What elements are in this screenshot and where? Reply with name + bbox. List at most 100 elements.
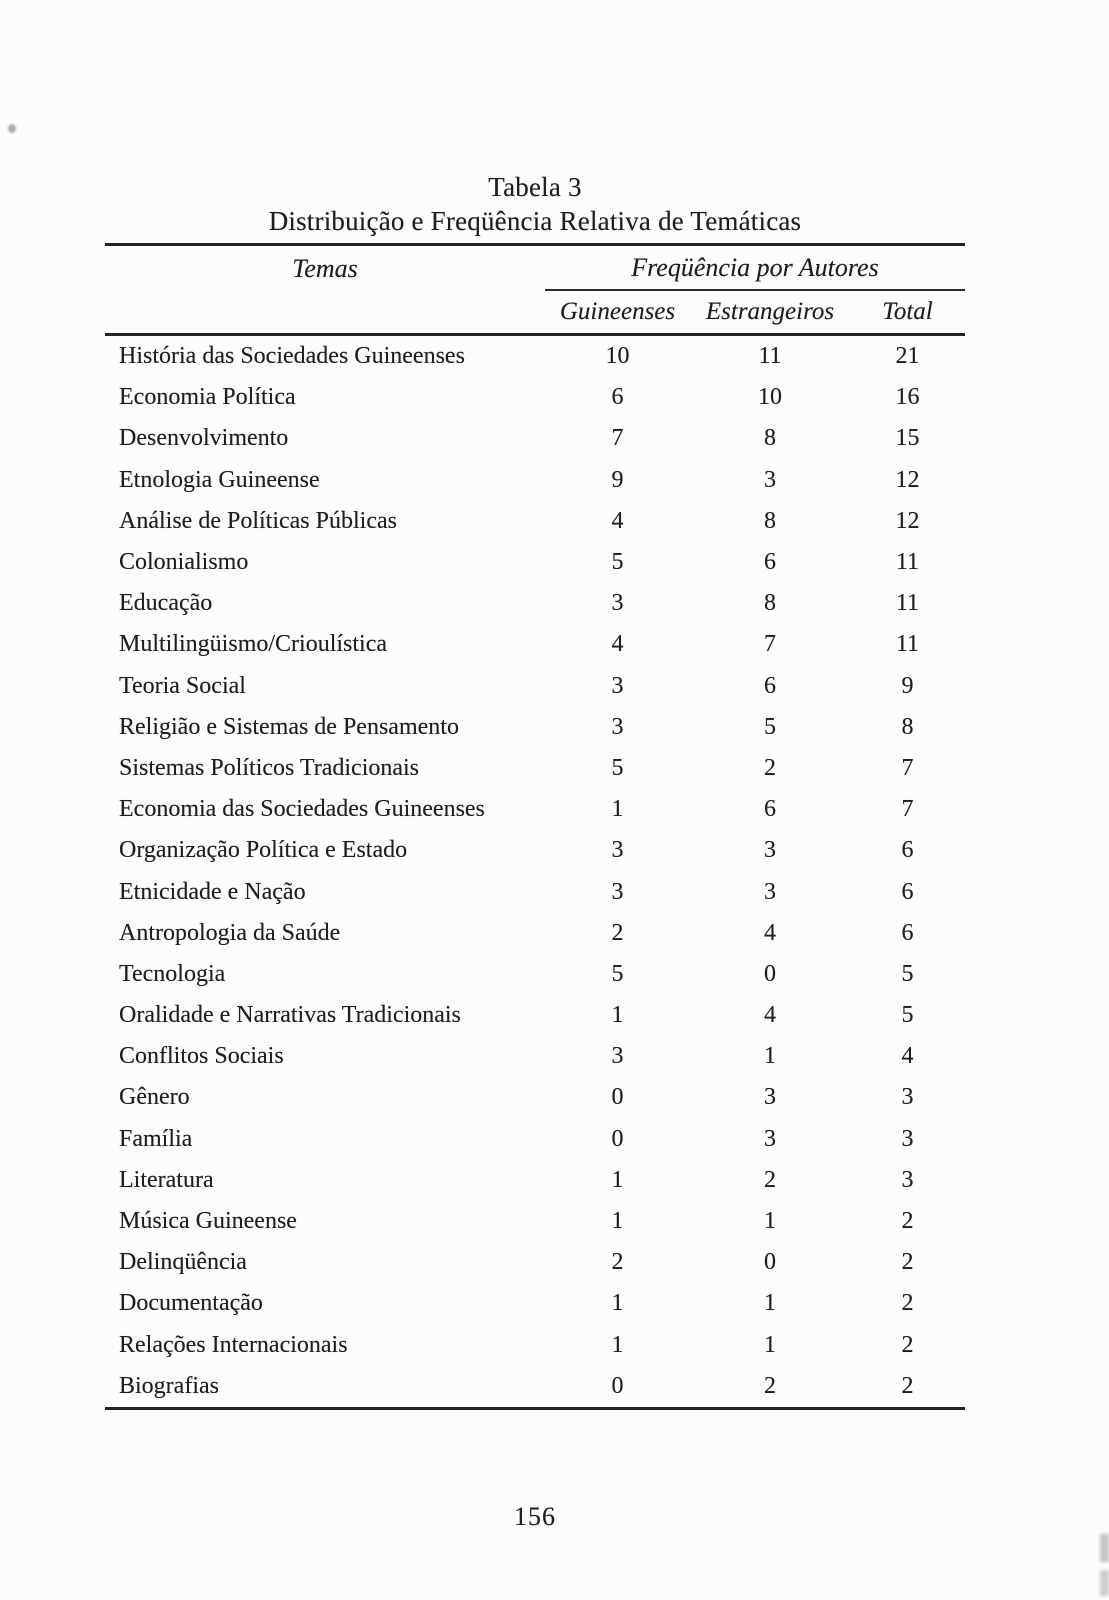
cell-estrangeiros: 0 <box>764 1249 776 1276</box>
cell-estrangeiros: 8 <box>764 590 776 617</box>
row-tema: Relações Internacionais <box>119 1331 348 1358</box>
cell-total: 16 <box>895 384 920 411</box>
table-row: Etnicidade e Nação 3 3 6 <box>105 871 965 912</box>
header-temas: Temas <box>292 253 358 283</box>
row-tema: Etnologia Guineense <box>119 466 320 493</box>
table-title-line1: Tabela 3 <box>488 172 582 202</box>
scan-speck <box>8 124 16 133</box>
cell-estrangeiros: 6 <box>764 549 776 576</box>
cell-total: 9 <box>901 672 914 699</box>
row-tema: Multilingüismo/Crioulística <box>119 631 388 658</box>
cell-estrangeiros: 8 <box>764 507 776 534</box>
cell-guineenses: 1 <box>611 796 624 823</box>
row-tema: Economia Política <box>119 384 296 411</box>
cell-guineenses: 1 <box>611 1290 624 1317</box>
cell-estrangeiros: 1 <box>764 1043 776 1070</box>
cell-total: 7 <box>901 754 914 781</box>
cell-total: 2 <box>901 1331 914 1358</box>
row-tema: Educação <box>119 590 213 617</box>
cell-guineenses: 9 <box>611 466 624 493</box>
data-table: Temas Freqüência por Autores Guineenses … <box>105 243 965 1410</box>
row-tema: Delinqüência <box>119 1249 247 1276</box>
cell-guineenses: 4 <box>611 631 624 658</box>
cell-total: 7 <box>901 796 914 823</box>
row-tema: Antropologia da Saúde <box>119 919 341 946</box>
table-bottom-rule <box>105 1406 965 1410</box>
cell-estrangeiros: 3 <box>764 878 776 905</box>
cell-total: 21 <box>895 343 920 370</box>
table-row: Antropologia da Saúde 2 4 6 <box>105 913 965 954</box>
cell-estrangeiros: 1 <box>764 1290 776 1317</box>
cell-total: 11 <box>895 631 920 658</box>
cell-estrangeiros: 2 <box>764 1372 776 1399</box>
cell-guineenses: 5 <box>611 960 624 987</box>
cell-total: 5 <box>901 960 914 987</box>
table-row: Família 0 3 3 <box>105 1119 965 1160</box>
table-row: História das Sociedades Guineenses 10 11 21 <box>105 336 965 377</box>
cell-total: 11 <box>895 590 920 617</box>
cell-guineenses: 3 <box>611 878 624 905</box>
table-row: Etnologia Guineense 9 3 12 <box>105 460 965 501</box>
row-tema: Gênero <box>119 1084 190 1111</box>
cell-total: 3 <box>901 1166 914 1193</box>
cell-guineenses: 4 <box>611 507 624 534</box>
cell-total: 5 <box>901 1002 914 1029</box>
table-row: Economia Política 6 10 16 <box>105 377 965 418</box>
row-tema: Colonialismo <box>119 549 249 576</box>
row-tema: Documentação <box>119 1290 263 1317</box>
table-row: Gênero 0 3 3 <box>105 1077 965 1118</box>
cell-guineenses: 3 <box>611 1043 624 1070</box>
cell-guineenses: 2 <box>611 919 624 946</box>
cell-estrangeiros: 1 <box>764 1208 776 1235</box>
table-row: Tecnologia 5 0 5 <box>105 954 965 995</box>
cell-total: 12 <box>895 466 920 493</box>
table-row: Teoria Social 3 6 9 <box>105 666 965 707</box>
cell-guineenses: 3 <box>611 672 624 699</box>
cell-estrangeiros: 3 <box>764 1125 776 1152</box>
row-tema: Teoria Social <box>119 672 246 699</box>
table-row: Sistemas Políticos Tradicionais 5 2 7 <box>105 748 965 789</box>
cell-estrangeiros: 4 <box>764 1002 776 1029</box>
row-tema: Biografias <box>119 1372 219 1399</box>
header-frequencia-por-autores: Freqüência por Autores <box>545 246 965 291</box>
row-tema: Oralidade e Narrativas Tradicionais <box>119 1002 461 1029</box>
cell-estrangeiros: 2 <box>764 1166 776 1193</box>
row-tema: Organização Política e Estado <box>119 837 408 864</box>
cell-guineenses: 0 <box>611 1084 624 1111</box>
table-row: Biografias 0 2 2 <box>105 1366 965 1407</box>
cell-estrangeiros: 5 <box>764 713 776 740</box>
cell-guineenses: 0 <box>611 1125 624 1152</box>
cell-total: 2 <box>901 1249 914 1276</box>
cell-estrangeiros: 6 <box>764 796 776 823</box>
cell-estrangeiros: 11 <box>758 343 782 370</box>
table-header-group-row: Temas Freqüência por Autores <box>105 246 965 291</box>
cell-estrangeiros: 10 <box>758 384 782 411</box>
row-tema: Desenvolvimento <box>119 425 289 452</box>
table-row: Delinqüência 2 0 2 <box>105 1242 965 1283</box>
cell-guineenses: 1 <box>611 1166 624 1193</box>
cell-guineenses: 1 <box>611 1002 624 1029</box>
cell-guineenses: 3 <box>611 713 624 740</box>
table-row: Desenvolvimento 7 8 15 <box>105 418 965 459</box>
scan-edge-mark <box>1100 1570 1109 1596</box>
table-row: Organização Política e Estado 3 3 6 <box>105 830 965 871</box>
table-row: Análise de Políticas Públicas 4 8 12 <box>105 501 965 542</box>
header-total: Total <box>882 298 933 325</box>
row-tema: Música Guineense <box>119 1208 297 1235</box>
cell-total: 8 <box>901 713 914 740</box>
cell-guineenses: 3 <box>611 837 624 864</box>
page-number: 156 <box>514 1502 556 1531</box>
cell-guineenses: 0 <box>611 1372 624 1399</box>
cell-estrangeiros: 1 <box>764 1331 776 1358</box>
row-tema: Etnicidade e Nação <box>119 878 306 905</box>
cell-estrangeiros: 3 <box>764 466 776 493</box>
table-header-columns-row: Guineenses Estrangeiros Total <box>105 291 965 333</box>
cell-estrangeiros: 0 <box>764 960 776 987</box>
cell-total: 3 <box>901 1125 914 1152</box>
cell-total: 11 <box>895 549 920 576</box>
table-row: Colonialismo 5 6 11 <box>105 542 965 583</box>
header-estrangeiros: Estrangeiros <box>705 298 835 325</box>
table-row: Multilingüismo/Crioulística 4 7 11 <box>105 624 965 665</box>
cell-total: 15 <box>895 425 920 452</box>
cell-total: 2 <box>901 1290 914 1317</box>
